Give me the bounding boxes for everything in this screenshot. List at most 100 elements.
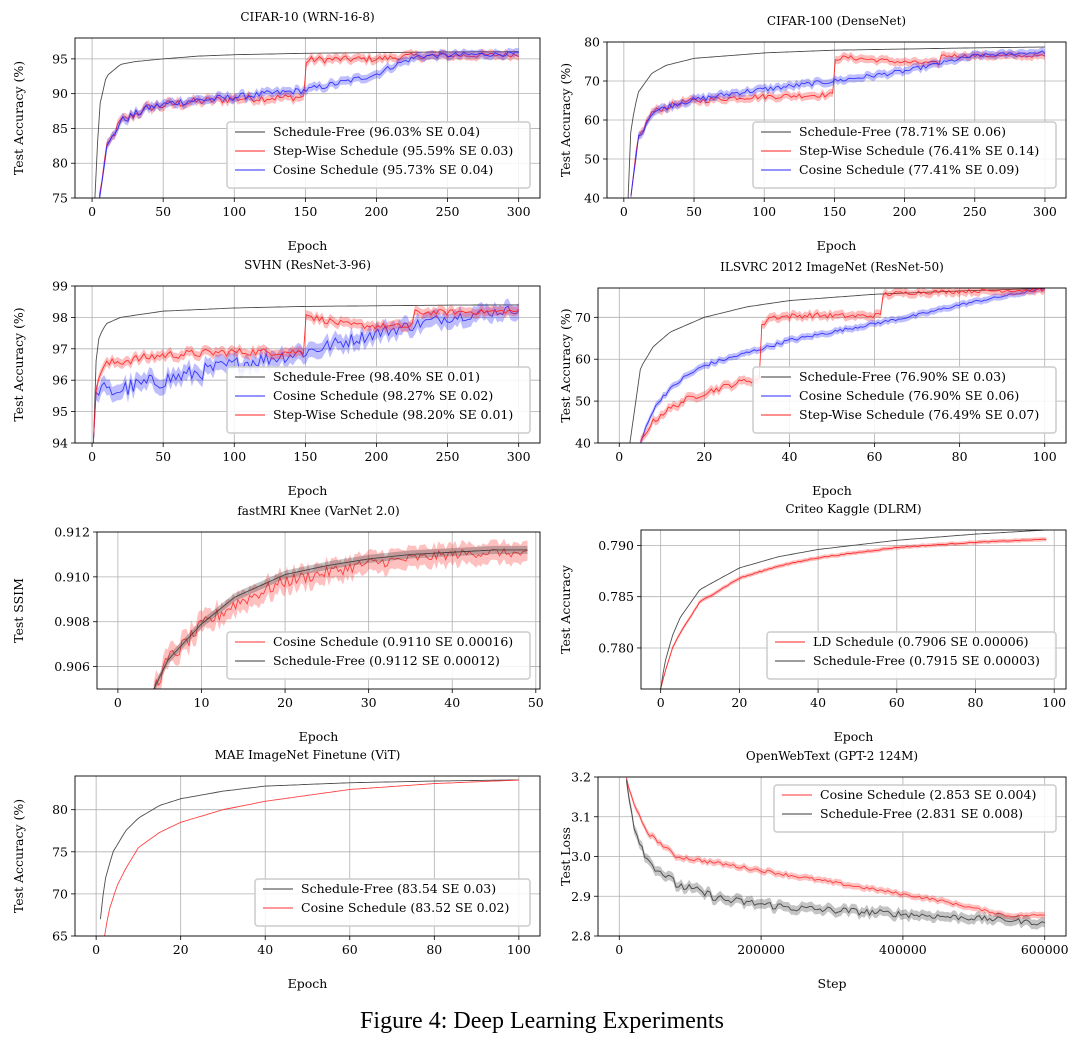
y-tick-label: 95 — [52, 51, 68, 66]
series-line — [104, 779, 519, 936]
legend-label: Schedule-Free (0.9112 SE 0.00012) — [273, 653, 500, 668]
series-line — [640, 288, 1045, 442]
y-tick-label: 95 — [52, 404, 68, 419]
legend-label: Cosine Schedule (98.27% SE 0.02) — [273, 388, 493, 403]
series-line — [660, 538, 1047, 689]
plot-area — [99, 779, 519, 936]
chart-panel: 0 10 20 30 40 50 0.906 0.908 0.910 0.912 fastMRI K… — [11, 504, 544, 744]
legend-label: Schedule-Free (83.54 SE 0.03) — [301, 881, 496, 896]
y-axis-label: Test SSIM — [11, 578, 26, 643]
x-tick-label: 0 — [92, 942, 100, 957]
y-tick-label: 99 — [52, 279, 68, 294]
figure-caption: Figure 4: Deep Learning Experiments — [360, 1008, 724, 1034]
legend-label: Schedule-Free (76.90% SE 0.03) — [799, 369, 1006, 384]
series-line — [99, 51, 519, 198]
y-tick-label: 3.0 — [571, 849, 591, 864]
x-axis-label: Epoch — [817, 238, 857, 253]
x-tick-label: 40 — [782, 449, 798, 464]
chart-title: fastMRI Knee (VarNet 2.0) — [237, 504, 399, 518]
y-tick-label: 75 — [52, 844, 68, 859]
series-line — [625, 779, 1045, 926]
x-tick-label: 300 — [1033, 204, 1057, 219]
x-tick-label: 40 — [444, 695, 460, 710]
x-axis-label: Epoch — [288, 483, 328, 498]
y-tick-label: 0.912 — [54, 525, 90, 540]
plot-area — [153, 538, 528, 689]
x-tick-label: 0 — [657, 695, 665, 710]
y-tick-label: 50 — [584, 152, 600, 167]
chart-panel: 0 50 100 150 200 250 300 40 50 60 70 80 CIFAR-100 (D… — [558, 14, 1067, 253]
legend-label: Step-Wise Schedule (95.59% SE 0.03) — [273, 143, 513, 158]
legend-box — [752, 121, 1057, 189]
x-tick-label: 20 — [731, 695, 747, 710]
y-tick-label: 70 — [575, 310, 591, 325]
plot-area — [660, 530, 1047, 689]
legend-box — [226, 631, 531, 680]
y-tick-label: 2.8 — [571, 929, 591, 944]
legend-box — [766, 631, 1057, 680]
legend-label: Schedule-Free (78.71% SE 0.06) — [799, 124, 1006, 139]
legend-label: Schedule-Free (0.7915 SE 0.00003) — [813, 653, 1040, 668]
x-tick-label: 250 — [436, 204, 460, 219]
plot-area — [625, 777, 1045, 930]
legend-label: Cosine Schedule (77.41% SE 0.09) — [799, 162, 1019, 177]
chart-title: ILSVRC 2012 ImageNet (ResNet-50) — [720, 260, 944, 274]
y-tick-label: 94 — [52, 436, 68, 451]
series-line — [627, 46, 1045, 198]
x-tick-label: 150 — [293, 204, 317, 219]
x-axis-label: Epoch — [299, 729, 339, 744]
legend-label: Step-Wise Schedule (76.41% SE 0.14) — [799, 143, 1039, 158]
y-axis-label: Test Accuracy (%) — [558, 308, 573, 422]
y-tick-label: 80 — [584, 35, 600, 50]
x-tick-label: 150 — [293, 449, 317, 464]
axes-frame — [74, 37, 541, 199]
plot-area — [629, 288, 1045, 443]
x-tick-label: 10 — [194, 695, 210, 710]
legend-box — [254, 878, 531, 927]
series-line — [630, 50, 1046, 197]
x-tick-label: 200 — [365, 449, 389, 464]
y-tick-label: 98 — [52, 310, 68, 325]
series-band — [626, 777, 1045, 930]
x-tick-label: 0 — [88, 449, 96, 464]
series-line — [93, 304, 519, 443]
series-line — [660, 530, 1047, 689]
legend-label: Step-Wise Schedule (98.20% SE 0.01) — [273, 407, 513, 422]
chart-title: OpenWebText (GPT-2 124M) — [746, 749, 918, 763]
y-axis-label: Test Accuracy (%) — [558, 63, 573, 177]
x-tick-label: 100 — [1042, 695, 1066, 710]
chart-title: MAE ImageNet Finetune (ViT) — [215, 748, 401, 762]
x-tick-label: 60 — [867, 449, 883, 464]
x-tick-label: 0 — [615, 942, 623, 957]
series-line — [99, 779, 519, 920]
chart-panel: 0 50 100 150 200 250 300 94 95 96 97 98 99 SVHN (ResN… — [11, 258, 541, 498]
x-axis-label: Step — [818, 976, 847, 991]
axes-frame — [96, 531, 541, 690]
series-band — [93, 298, 519, 443]
x-tick-label: 100 — [222, 449, 246, 464]
axes-frame — [640, 529, 1067, 690]
x-tick-label: 100 — [752, 204, 776, 219]
y-tick-label: 97 — [52, 341, 68, 356]
y-tick-label: 80 — [52, 802, 68, 817]
series-line — [629, 288, 1045, 443]
series-line — [94, 51, 519, 198]
series-line — [640, 288, 1045, 443]
x-tick-label: 40 — [810, 695, 826, 710]
x-tick-label: 60 — [342, 942, 358, 957]
x-tick-label: 40 — [257, 942, 273, 957]
x-tick-label: 300 — [507, 204, 531, 219]
axes-frame — [597, 287, 1067, 444]
y-axis-label: Test Accuracy — [558, 564, 573, 654]
x-tick-label: 50 — [686, 204, 702, 219]
axes-frame — [74, 285, 541, 444]
x-tick-label: 400000 — [879, 942, 927, 957]
x-tick-label: 150 — [822, 204, 846, 219]
y-axis-label: Test Accuracy (%) — [11, 61, 26, 175]
x-tick-label: 600000 — [1021, 942, 1069, 957]
y-axis-label: Test Loss — [558, 827, 573, 886]
y-tick-label: 65 — [52, 929, 68, 944]
y-tick-label: 85 — [52, 121, 68, 136]
y-axis-label: Test Accuracy (%) — [11, 799, 26, 913]
chart-title: SVHN (ResNet-3-96) — [244, 258, 371, 272]
